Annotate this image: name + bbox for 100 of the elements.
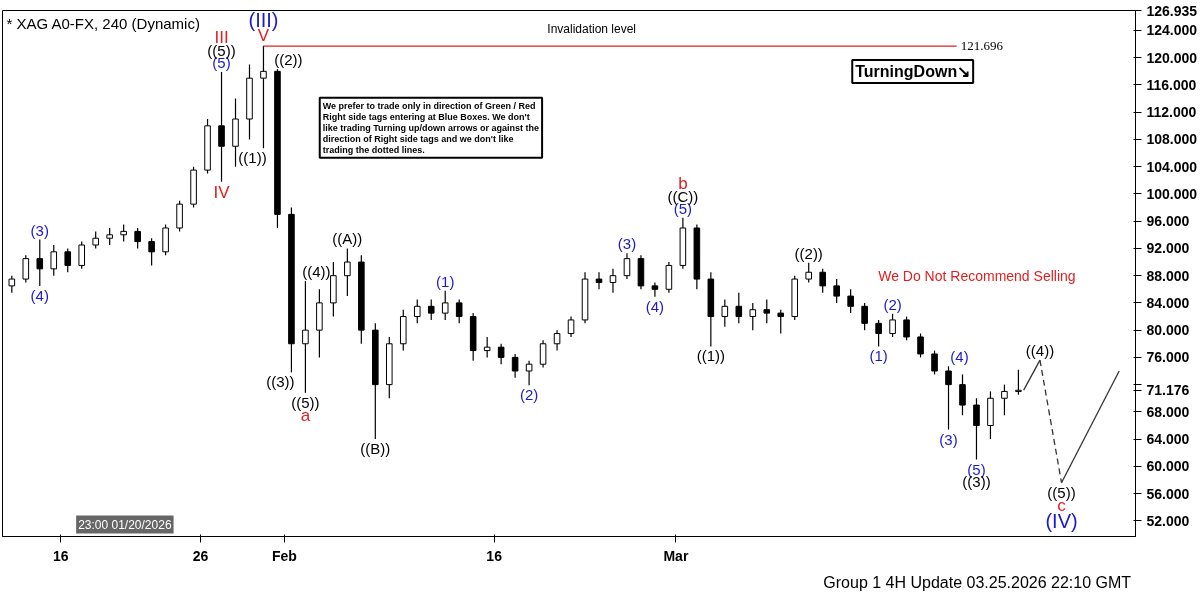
annotation: IV: [213, 182, 231, 202]
candlestick: [1015, 369, 1022, 396]
candlestick: [889, 313, 896, 338]
candlestick: [763, 298, 771, 324]
candlestick: [176, 200, 183, 232]
annotation: We prefer to trade only in direction of Green / Red Right side tags entering at Blue Boxes. We don't like trading Turning up/down arrows or against the direction of Right side tags and we don't like trading the dotted lines.: [322, 100, 540, 155]
x-tick-label: Mar: [663, 547, 689, 564]
candlestick: [665, 261, 673, 294]
y-tick-label: 56.000: [1146, 485, 1190, 502]
x-tick-label: 16: [486, 547, 503, 564]
candlestick: [497, 343, 505, 365]
annotation: ((1)): [238, 149, 267, 167]
y-tick-label: 80.000: [1146, 322, 1190, 339]
y-tick-label: 120.000: [1146, 49, 1198, 66]
candlestick: [903, 315, 910, 341]
candlestick: [875, 319, 882, 348]
candlestick: [833, 278, 840, 304]
x-tick-label: 16: [52, 547, 69, 564]
candlestick: [623, 252, 631, 280]
annotation: (3): [30, 221, 49, 239]
annotation: (1): [869, 347, 888, 365]
candlestick: [525, 360, 533, 386]
y-tick-label: 96.000: [1146, 213, 1190, 230]
candlestick: [651, 281, 659, 298]
candlestick: [455, 298, 463, 324]
candlestick: [134, 227, 141, 250]
candlestick: [819, 268, 826, 294]
candlestick: [777, 309, 785, 335]
candlestick: [148, 237, 155, 267]
annotation: ((4)): [1025, 342, 1055, 360]
candlestick: [413, 298, 421, 324]
candlestick: [260, 45, 267, 149]
y-tick-label: 60.000: [1146, 458, 1190, 475]
chart-title: * XAG A0-FX, 240 (Dynamic): [6, 14, 200, 32]
candlestick: [483, 336, 491, 358]
x-tick-label: Feb: [271, 547, 297, 564]
candlestick: [511, 353, 519, 379]
annotation: (1): [436, 272, 455, 290]
annotation: We Do Not Recommend Selling: [878, 268, 1076, 285]
annotation: 121.696: [960, 38, 1004, 54]
annotation: ((2)): [794, 244, 823, 262]
text: Group 1 4H Update 03.25.2026 22:10 GMT: [823, 573, 1132, 591]
y-tick-label: 76.000: [1146, 349, 1190, 366]
candlestick: [553, 329, 561, 352]
annotation: (4): [645, 297, 665, 315]
candlestick: [959, 373, 966, 416]
annotation: (4): [30, 286, 49, 304]
candlestick: [50, 244, 58, 277]
x-tick-label: 26: [192, 547, 209, 564]
y-tick-label: 84.000: [1146, 294, 1190, 311]
annotation: ((A)): [332, 230, 363, 248]
annotation: 23:00 01/20/2026: [78, 517, 172, 532]
y-tick-label: 104.000: [1146, 158, 1198, 175]
annotation: (3): [617, 235, 637, 253]
y-tick-label: 108.000: [1146, 131, 1198, 148]
annotation: ((2)): [274, 51, 303, 69]
y-tick-label: 116.000: [1146, 76, 1197, 93]
candlestick: [945, 365, 952, 431]
annotation: ((1)): [696, 347, 726, 365]
candlestick: [931, 349, 938, 376]
y-tick-label: 126.935: [1146, 2, 1198, 19]
annotation: ((3)): [266, 373, 295, 391]
annotation: TurningDown↘: [855, 63, 971, 81]
candlestick: [344, 247, 351, 297]
candlestick: [749, 302, 757, 331]
candlestick: [302, 280, 309, 394]
candlestick: [917, 332, 924, 358]
y-tick-label: 52.000: [1146, 512, 1190, 529]
y-tick-label: 64.000: [1146, 431, 1190, 448]
annotation: ((B)): [360, 440, 391, 458]
candlestick: [64, 247, 72, 273]
annotation: b: [678, 173, 688, 193]
y-tick-label: 71.176: [1146, 382, 1190, 399]
y-tick-label: 124.000: [1146, 22, 1198, 39]
y-tick-label: 68.000: [1146, 403, 1190, 420]
candlestick: [36, 238, 44, 287]
candlestick: [861, 302, 868, 331]
candlestick: [805, 262, 812, 284]
y-tick-label: 112.000: [1146, 104, 1197, 121]
y-tick-label: 88.000: [1146, 267, 1190, 284]
candlestick: [218, 71, 225, 183]
candlestick: [427, 298, 435, 321]
candlestick: [22, 254, 30, 284]
candlestick: [1001, 384, 1008, 416]
annotation: (2): [519, 386, 539, 404]
candlestick: [441, 290, 449, 321]
candlestick: [539, 339, 547, 369]
candlestick: [721, 298, 729, 328]
annotation: (4): [950, 348, 969, 366]
candlestick: [735, 292, 743, 324]
candlestick: [78, 241, 86, 270]
annotation: (2): [883, 295, 902, 313]
candlestick: [609, 268, 617, 294]
annotation: (3): [939, 430, 958, 448]
candlestick: [162, 223, 169, 256]
y-tick-label: 100.000: [1146, 185, 1198, 202]
y-tick-label: 92.000: [1146, 240, 1190, 257]
candlestick: [567, 315, 575, 338]
annotation: Invalidation level: [547, 21, 637, 36]
candlestick: [973, 397, 980, 461]
